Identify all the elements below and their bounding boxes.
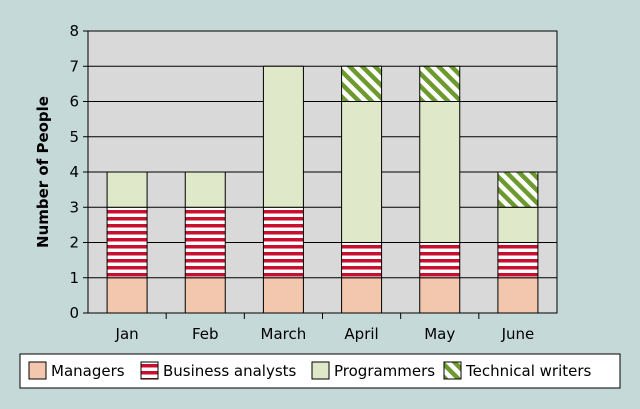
- bar-segment-technical-writers: [497, 171, 539, 208]
- legend-swatch: [28, 361, 47, 380]
- y-tick-label: 3: [69, 198, 79, 216]
- legend-label: Business analysts: [163, 362, 297, 380]
- bar-segment-managers: [341, 277, 383, 314]
- y-tick-label: 1: [69, 269, 79, 287]
- bar-segment-technical-writers: [419, 65, 461, 102]
- bar-segment-managers: [419, 277, 461, 314]
- legend-label: Managers: [51, 362, 125, 380]
- legend-swatch: [443, 361, 462, 380]
- y-tick-label: 6: [69, 93, 79, 111]
- y-tick-label: 0: [69, 304, 79, 322]
- y-axis-label: Number of People: [34, 96, 52, 248]
- x-tick-label: March: [261, 325, 307, 343]
- bar-segment-programmers: [419, 101, 461, 243]
- legend-label: Technical writers: [465, 362, 592, 380]
- bar-segment-managers: [184, 277, 226, 314]
- x-tick-label: Feb: [192, 325, 219, 343]
- gridlines: [88, 65, 557, 279]
- legend-swatch: [311, 361, 330, 380]
- y-tick-label: 5: [69, 128, 79, 146]
- bar-segment-managers: [497, 277, 539, 314]
- bar-segment-programmers: [106, 171, 148, 208]
- bar-segment-managers: [262, 277, 304, 314]
- y-tick-label: 7: [69, 57, 79, 75]
- bar-segment-programmers: [262, 65, 304, 208]
- bar-segment-business-analysts: [262, 206, 304, 279]
- bar-segment-programmers: [497, 206, 539, 243]
- x-tick-label: Jan: [115, 325, 139, 343]
- bar-segment-programmers: [184, 171, 226, 208]
- bar-segment-business-analysts: [341, 242, 383, 279]
- y-tick-label: 4: [69, 163, 79, 181]
- y-axis-ticks: 0 1 2 3 4 5 6 7 8: [69, 22, 88, 322]
- bar-segment-programmers: [341, 101, 383, 243]
- bar-segment-managers: [106, 277, 148, 314]
- bar-segment-business-analysts: [184, 206, 226, 279]
- bars: [106, 65, 539, 314]
- bar-segment-business-analysts: [106, 206, 148, 279]
- legend-box: [19, 353, 621, 389]
- legend-label: Programmers: [334, 362, 435, 380]
- y-tick-label: 2: [69, 234, 79, 252]
- x-tick-label: April: [344, 325, 378, 343]
- bar-segment-business-analysts: [419, 242, 461, 279]
- x-tick-label: May: [424, 325, 455, 343]
- x-axis-ticks: Jan Feb March April May June: [115, 313, 535, 343]
- y-tick-label: 8: [69, 22, 79, 40]
- x-tick-label: June: [501, 325, 535, 343]
- bar-segment-business-analysts: [497, 242, 539, 279]
- legend: Managers Business analysts Programmers Tech…: [19, 353, 621, 389]
- bar-segment-technical-writers: [341, 65, 383, 102]
- legend-swatch: [140, 361, 159, 380]
